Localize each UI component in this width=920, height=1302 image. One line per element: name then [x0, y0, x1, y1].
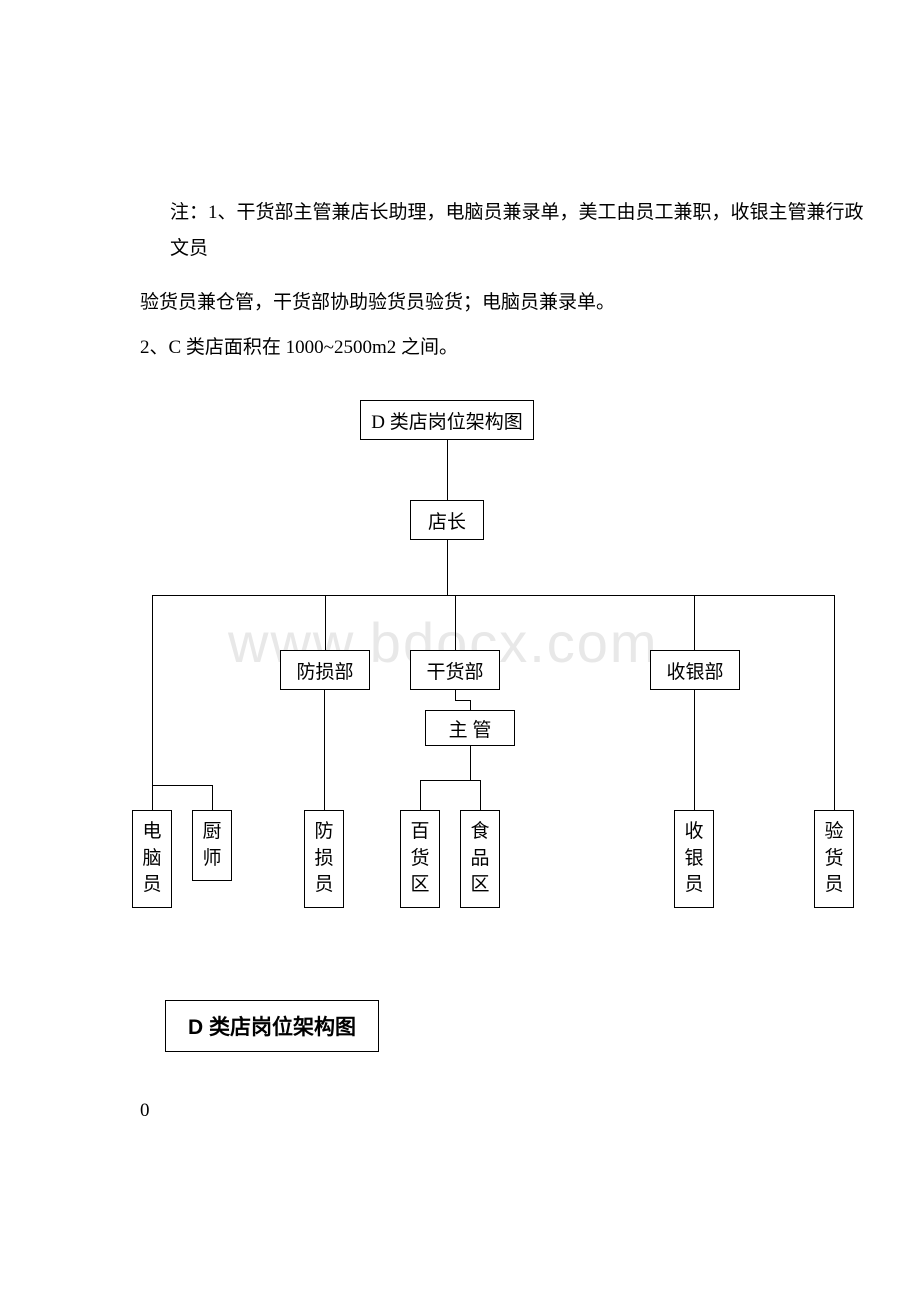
connector — [420, 780, 480, 781]
note-3: 2、C 类店面积在 1000~2500m2 之间。 — [140, 330, 458, 366]
goods-zone-node: 百货区 — [400, 810, 440, 908]
connector — [212, 785, 213, 810]
connector — [694, 690, 695, 810]
food-zone-node: 食品区 — [460, 810, 500, 908]
note-1: 注：1、干货部主管兼店长助理，电脑员兼录单，美工由员工兼职，收银主管兼行政文员 — [170, 195, 870, 267]
connector — [447, 540, 448, 595]
connector — [470, 700, 471, 710]
connector — [152, 785, 212, 786]
dry-dept-label: 干货部 — [426, 657, 483, 684]
org-chart: www.bdocx.com D 类店岗位架构图 店长 防损部 干货部 收银部 主… — [120, 390, 860, 950]
connector — [447, 440, 448, 500]
supervisor-label: 主 管 — [449, 715, 492, 742]
food-zone-label: 食品区 — [467, 819, 493, 899]
connector — [325, 595, 326, 650]
bottom-title-box: D 类店岗位架构图 — [165, 1000, 379, 1052]
bottom-title-text: D 类店岗位架构图 — [188, 1016, 356, 1039]
cashier-label: 收银员 — [681, 819, 707, 899]
cashier-node: 收银员 — [674, 810, 714, 908]
computer-staff-label: 电脑员 — [139, 819, 165, 899]
page-number: 0 — [140, 1100, 150, 1122]
inspector-label: 验货员 — [821, 819, 847, 899]
connector — [152, 595, 834, 596]
loss-staff-label: 防损员 — [311, 819, 337, 899]
goods-zone-label: 百货区 — [407, 819, 433, 899]
inspector-node: 验货员 — [814, 810, 854, 908]
connector — [480, 780, 481, 810]
connector — [834, 595, 835, 810]
manager-label: 店长 — [428, 507, 466, 534]
connector — [455, 690, 456, 700]
chart-title-node: D 类店岗位架构图 — [360, 400, 534, 440]
chef-node: 厨师 — [192, 810, 232, 881]
computer-staff-node: 电脑员 — [132, 810, 172, 908]
loss-dept-label: 防损部 — [296, 657, 353, 684]
connector — [324, 690, 325, 810]
connector — [152, 595, 153, 785]
cash-dept-label: 收银部 — [666, 657, 723, 684]
supervisor-node: 主 管 — [425, 710, 515, 746]
cash-dept-node: 收银部 — [650, 650, 740, 690]
connector — [694, 595, 695, 650]
connector — [455, 595, 456, 650]
connector — [455, 700, 470, 701]
connector — [470, 746, 471, 780]
manager-node: 店长 — [410, 500, 484, 540]
chart-title-text: D 类店岗位架构图 — [371, 407, 522, 434]
connector — [420, 780, 421, 810]
loss-dept-node: 防损部 — [280, 650, 370, 690]
note-2: 验货员兼仓管，干货部协助验货员验货；电脑员兼录单。 — [140, 285, 615, 321]
chef-label: 厨师 — [199, 819, 225, 872]
loss-staff-node: 防损员 — [304, 810, 344, 908]
dry-dept-node: 干货部 — [410, 650, 500, 690]
connector — [152, 785, 153, 810]
